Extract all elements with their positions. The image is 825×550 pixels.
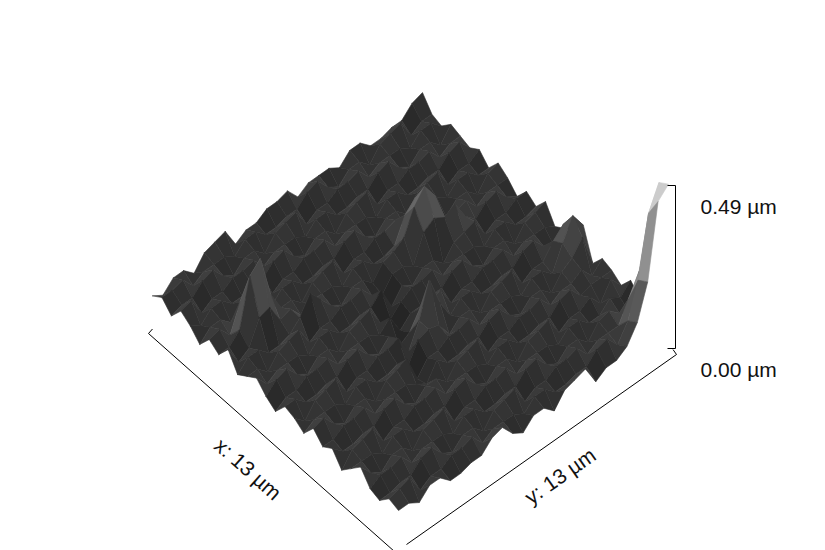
svg-text:x: 13 µm: x: 13 µm — [210, 433, 286, 504]
svg-text:0.49 µm: 0.49 µm — [701, 195, 777, 218]
svg-text:y: 13 µm: y: 13 µm — [520, 443, 599, 508]
svg-text:0.00 µm: 0.00 µm — [701, 358, 777, 381]
